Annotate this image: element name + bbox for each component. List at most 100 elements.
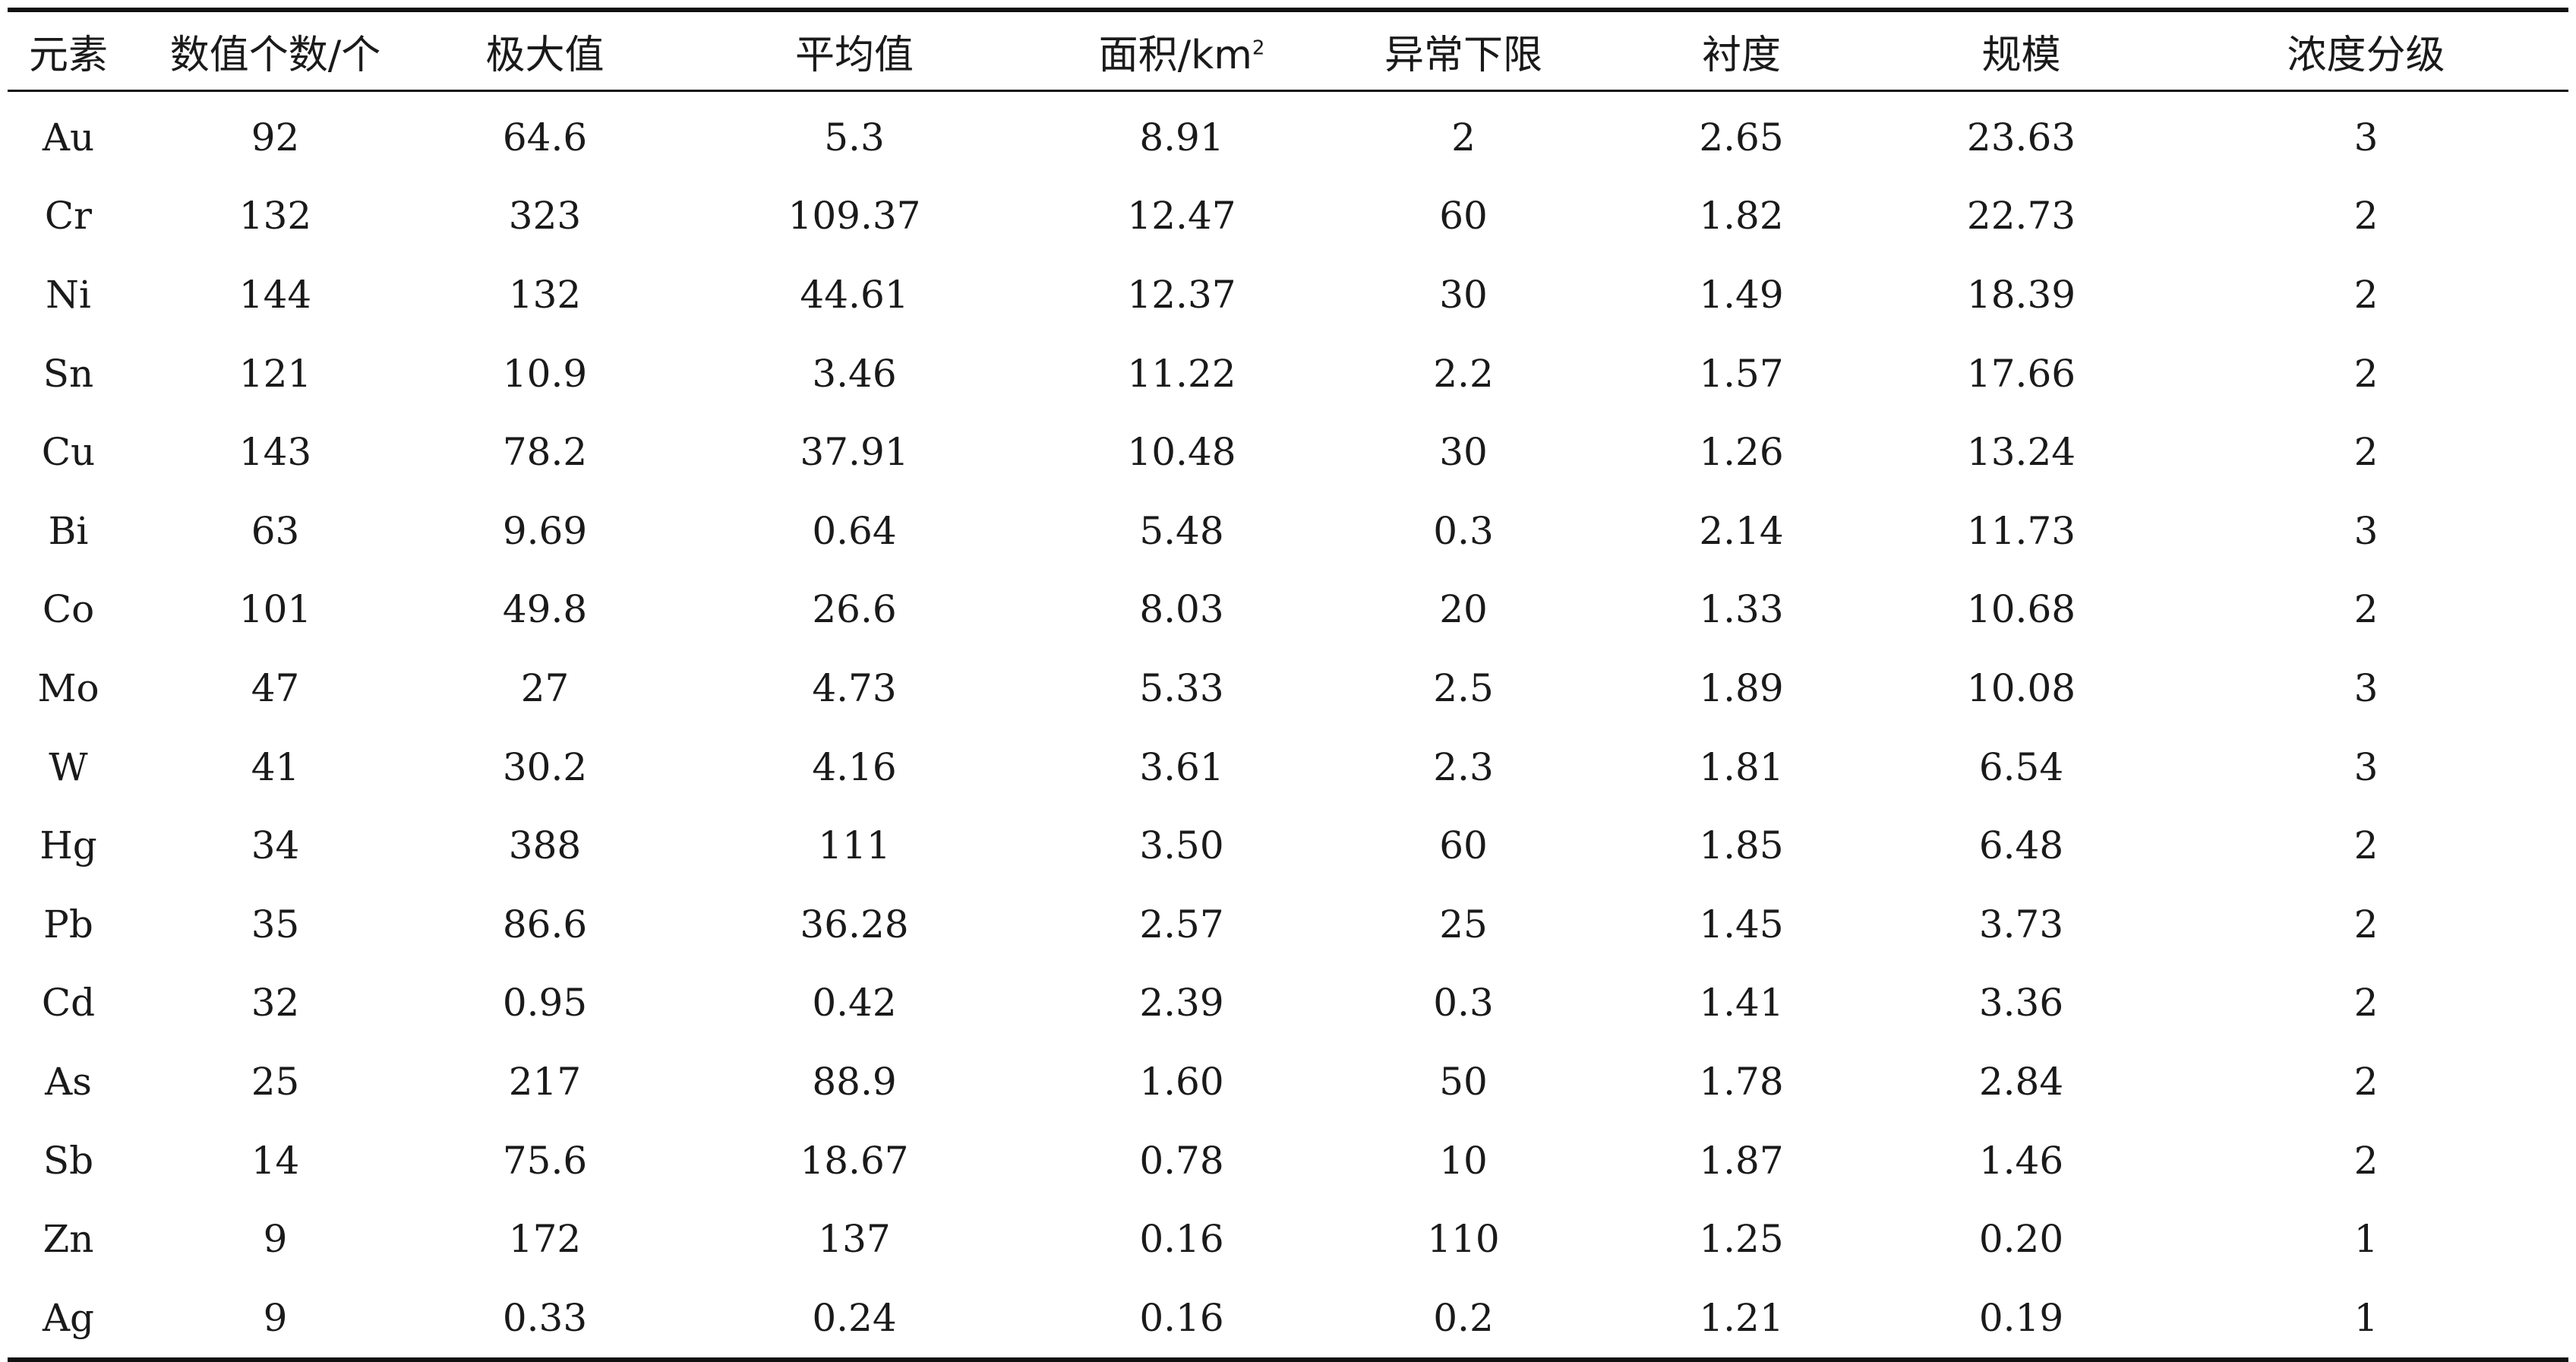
cell-area: 3.61 — [1139, 744, 1224, 789]
cell-element: Sb — [43, 1138, 94, 1183]
table-row: Ni 144 132 44.61 12.37 30 1.49 18.39 2 — [8, 255, 2568, 334]
cell-area: 12.37 — [1127, 272, 1236, 317]
cell-contrast: 1.82 — [1699, 194, 1784, 239]
table-row: Cr 132 323 109.37 12.47 60 1.82 22.73 2 — [8, 177, 2568, 256]
header-anomaly-threshold: 异常下限 — [1384, 32, 1542, 78]
cell-max: 49.8 — [502, 587, 588, 632]
cell-area: 8.91 — [1139, 115, 1224, 160]
cell-mean: 5.3 — [824, 115, 885, 160]
cell-scale: 10.68 — [1966, 587, 2076, 632]
cell-concentration-grade: 1 — [2353, 1217, 2379, 1262]
cell-contrast: 1.85 — [1699, 823, 1784, 868]
cell-mean: 0.64 — [812, 508, 897, 553]
table-row: Co 101 49.8 26.6 8.03 20 1.33 10.68 2 — [8, 570, 2568, 649]
cell-contrast: 1.45 — [1699, 902, 1784, 946]
table-row: Mo 47 27 4.73 5.33 2.5 1.89 10.08 3 — [8, 649, 2568, 728]
cell-scale: 3.73 — [1978, 902, 2064, 946]
cell-element: Ni — [46, 272, 91, 317]
cell-element: Ag — [42, 1295, 95, 1340]
cell-area: 0.16 — [1139, 1295, 1224, 1340]
cell-area: 5.48 — [1139, 508, 1224, 553]
cell-anomaly-threshold: 0.3 — [1433, 508, 1494, 553]
cell-anomaly-threshold: 2 — [1451, 115, 1476, 160]
cell-max: 10.9 — [502, 351, 588, 396]
cell-mean: 18.67 — [800, 1138, 909, 1183]
cell-anomaly-threshold: 110 — [1427, 1217, 1500, 1262]
cell-count: 121 — [238, 351, 312, 396]
header-mean: 平均值 — [794, 32, 914, 78]
cell-scale: 6.48 — [1978, 823, 2064, 868]
header-max: 极大值 — [485, 32, 605, 78]
cell-concentration-grade: 3 — [2353, 115, 2379, 160]
cell-contrast: 1.81 — [1699, 744, 1784, 789]
table-row: As 25 217 88.9 1.60 50 1.78 2.84 2 — [8, 1042, 2568, 1121]
cell-area: 2.39 — [1139, 981, 1224, 1025]
cell-area: 12.47 — [1127, 194, 1236, 239]
cell-count: 9 — [263, 1295, 288, 1340]
cell-anomaly-threshold: 50 — [1439, 1059, 1488, 1104]
cell-scale: 22.73 — [1966, 194, 2076, 239]
cell-mean: 0.42 — [812, 981, 897, 1025]
table-row: Ag 9 0.33 0.24 0.16 0.2 1.21 0.19 1 — [8, 1278, 2568, 1360]
cell-element: Cd — [41, 981, 96, 1025]
cell-element: Cu — [41, 430, 96, 475]
cell-anomaly-threshold: 20 — [1439, 587, 1488, 632]
cell-anomaly-threshold: 25 — [1439, 902, 1488, 946]
cell-mean: 111 — [818, 823, 891, 868]
cell-anomaly-threshold: 60 — [1439, 823, 1488, 868]
cell-mean: 36.28 — [800, 902, 909, 946]
table-row: Cu 143 78.2 37.91 10.48 30 1.26 13.24 2 — [8, 412, 2568, 491]
cell-count: 41 — [251, 744, 300, 789]
cell-area: 3.50 — [1139, 823, 1224, 868]
cell-max: 217 — [508, 1059, 582, 1104]
header-contrast: 衬度 — [1701, 32, 1781, 78]
cell-area: 0.16 — [1139, 1217, 1224, 1262]
header-area-superscript: 2 — [1252, 36, 1265, 60]
cell-scale: 13.24 — [1966, 430, 2076, 475]
cell-concentration-grade: 2 — [2353, 587, 2379, 632]
cell-scale: 17.66 — [1966, 351, 2076, 396]
cell-concentration-grade: 2 — [2353, 430, 2379, 475]
cell-scale: 2.84 — [1978, 1059, 2064, 1104]
cell-scale: 0.19 — [1978, 1295, 2064, 1340]
cell-mean: 4.16 — [812, 744, 897, 789]
cell-anomaly-threshold: 2.3 — [1433, 744, 1494, 789]
header-area: 面积/km2 — [1040, 10, 1323, 91]
cell-max: 0.95 — [502, 981, 588, 1025]
table-row: Bi 63 9.69 0.64 5.48 0.3 2.14 11.73 3 — [8, 491, 2568, 570]
cell-count: 63 — [251, 508, 300, 553]
cell-max: 78.2 — [502, 430, 588, 475]
cell-area: 1.60 — [1139, 1059, 1224, 1104]
cell-concentration-grade: 2 — [2353, 272, 2379, 317]
table-row: Pb 35 86.6 36.28 2.57 25 1.45 3.73 2 — [8, 885, 2568, 964]
cell-count: 34 — [251, 823, 300, 868]
cell-area: 5.33 — [1139, 665, 1224, 710]
cell-scale: 6.54 — [1978, 744, 2064, 789]
cell-anomaly-threshold: 10 — [1439, 1138, 1488, 1183]
header-area-label: 面积/km — [1098, 32, 1252, 78]
cell-mean: 3.46 — [812, 351, 897, 396]
cell-anomaly-threshold: 0.3 — [1433, 981, 1494, 1025]
table-row: Hg 34 388 111 3.50 60 1.85 6.48 2 — [8, 806, 2568, 885]
cell-concentration-grade: 2 — [2353, 351, 2379, 396]
cell-anomaly-threshold: 30 — [1439, 272, 1488, 317]
cell-contrast: 1.89 — [1699, 665, 1784, 710]
cell-count: 9 — [263, 1217, 288, 1262]
cell-mean: 4.73 — [812, 665, 897, 710]
cell-element: Hg — [39, 823, 97, 868]
cell-element: Zn — [43, 1217, 94, 1262]
cell-max: 27 — [520, 665, 570, 710]
table-body: Au 92 64.6 5.3 8.91 2 2.65 23.63 3 Cr 132 323 109.37… — [8, 91, 2568, 1360]
cell-contrast: 1.57 — [1699, 351, 1784, 396]
cell-max: 0.33 — [502, 1295, 588, 1340]
cell-count: 35 — [251, 902, 300, 946]
cell-count: 25 — [251, 1059, 300, 1104]
table-row: Au 92 64.6 5.3 8.91 2 2.65 23.63 3 — [8, 91, 2568, 177]
cell-area: 2.57 — [1139, 902, 1224, 946]
cell-scale: 10.08 — [1966, 665, 2076, 710]
cell-anomaly-threshold: 30 — [1439, 430, 1488, 475]
cell-count: 14 — [251, 1138, 300, 1183]
cell-concentration-grade: 3 — [2353, 665, 2379, 710]
cell-concentration-grade: 2 — [2353, 194, 2379, 239]
cell-concentration-grade: 2 — [2353, 981, 2379, 1025]
